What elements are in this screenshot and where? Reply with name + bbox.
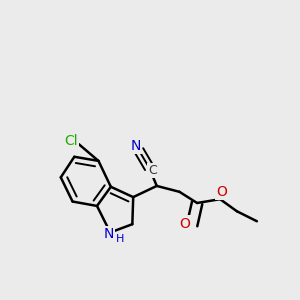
Text: O: O [179, 217, 190, 231]
Text: Cl: Cl [64, 134, 78, 148]
Text: H: H [116, 234, 124, 244]
Text: N: N [103, 227, 114, 241]
Text: N: N [131, 139, 141, 153]
Text: C: C [148, 164, 157, 177]
Text: O: O [216, 185, 227, 199]
